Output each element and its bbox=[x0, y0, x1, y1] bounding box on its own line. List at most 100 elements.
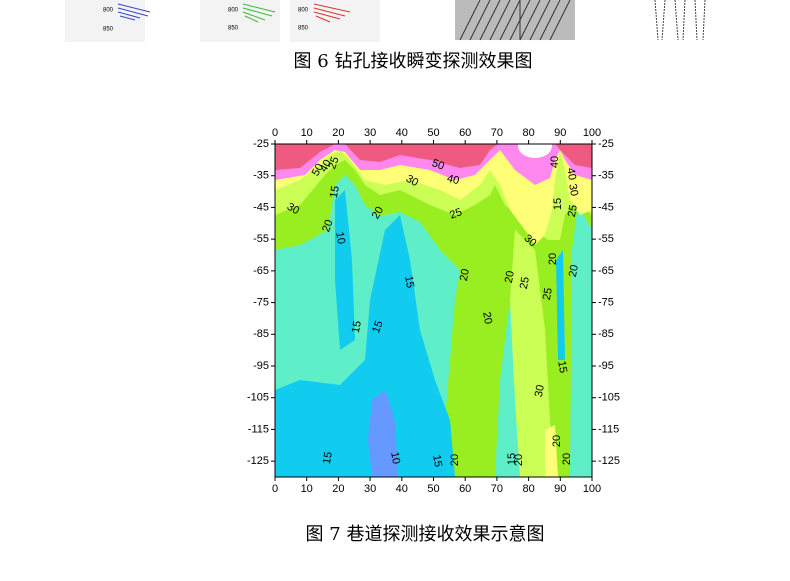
y-tick-label: -95 bbox=[253, 360, 269, 372]
contour-label: 25 bbox=[448, 206, 464, 221]
fill bbox=[510, 230, 555, 477]
contour-label: 15 bbox=[555, 360, 569, 374]
x-tick-label: 0 bbox=[272, 483, 278, 495]
x-tick-label: 90 bbox=[554, 127, 566, 139]
contour-label: 15 bbox=[321, 451, 335, 465]
x-tick-label: 30 bbox=[364, 127, 376, 139]
contour-label: 15 bbox=[506, 453, 518, 465]
fill bbox=[578, 225, 592, 477]
x-tick-label: 100 bbox=[583, 127, 601, 139]
contour-label: 40 bbox=[446, 173, 461, 188]
y-tick-label: -105 bbox=[598, 392, 620, 404]
contour-label: 20 bbox=[551, 435, 563, 447]
x-tick-label: 50 bbox=[427, 483, 439, 495]
y-tick-label: -25 bbox=[598, 138, 614, 150]
caption: 图 7 巷道探测接收效果示意图 bbox=[306, 524, 545, 545]
x-tick-label: 0 bbox=[272, 127, 278, 139]
x-tick-label: 10 bbox=[301, 127, 313, 139]
y-tick-label: -85 bbox=[598, 328, 614, 340]
axis-label: 850 bbox=[228, 26, 239, 32]
fill bbox=[556, 250, 565, 360]
contour-label: 20 bbox=[370, 205, 387, 222]
contour-label: 30 bbox=[566, 183, 580, 197]
x-tick-label: 60 bbox=[459, 483, 471, 495]
x-tick-label: 80 bbox=[522, 483, 534, 495]
fill bbox=[335, 190, 355, 350]
y-tick-label: -55 bbox=[253, 233, 269, 245]
contour-label: 15 bbox=[370, 319, 385, 335]
x-tick-label: 100 bbox=[583, 483, 601, 495]
fill bbox=[555, 144, 592, 168]
contour-label: 20 bbox=[567, 264, 581, 278]
contour-label: 20 bbox=[503, 270, 517, 284]
axis-label: 800 bbox=[228, 8, 239, 14]
chart-layer: 0010102020303040405050606070708080909010… bbox=[247, 127, 620, 495]
y-tick-label: -55 bbox=[598, 233, 614, 245]
contour-label: 40 bbox=[318, 158, 335, 175]
y-tick-label: -45 bbox=[253, 201, 269, 213]
y-tick-label: -35 bbox=[253, 170, 269, 182]
y-tick-label: -105 bbox=[247, 392, 269, 404]
contour-label: 30 bbox=[404, 173, 421, 190]
contour-label: 40 bbox=[549, 156, 561, 168]
contour-label: 30 bbox=[285, 201, 302, 218]
contour-label: 20 bbox=[513, 454, 525, 466]
hatch bbox=[459, 0, 571, 41]
x-tick-label: 70 bbox=[491, 127, 503, 139]
x-tick-label: 30 bbox=[364, 483, 376, 495]
x-tick-label: 80 bbox=[522, 127, 534, 139]
y-tick-label: -35 bbox=[598, 170, 614, 182]
y-tick-label: -65 bbox=[598, 265, 614, 277]
contour-label: 30 bbox=[533, 384, 547, 398]
y-tick-label: -125 bbox=[598, 455, 620, 467]
caption: 图 6 钻孔接收瞬变探测效果图 bbox=[294, 51, 533, 72]
axis-label: 800 bbox=[298, 8, 309, 14]
contour-label: 10 bbox=[333, 231, 347, 245]
contour-label: 10 bbox=[388, 451, 402, 465]
contour-label: 25 bbox=[518, 276, 532, 290]
contour-label: 50 bbox=[430, 157, 446, 172]
contour-label: 15 bbox=[350, 320, 364, 334]
contour-label: 25 bbox=[326, 155, 341, 171]
axis-label: 850 bbox=[103, 27, 114, 33]
fill bbox=[275, 144, 592, 185]
x-tick-label: 20 bbox=[332, 483, 344, 495]
contour-label: 20 bbox=[480, 311, 494, 325]
fill bbox=[545, 425, 558, 477]
x-tick-label: 20 bbox=[332, 127, 344, 139]
y-tick-label: -115 bbox=[598, 423, 619, 435]
y-tick-label: -95 bbox=[598, 360, 614, 372]
y-tick-label: -75 bbox=[253, 296, 269, 308]
contour-label: 20 bbox=[561, 453, 573, 465]
x-tick-label: 10 bbox=[301, 483, 313, 495]
contour-label: 15 bbox=[430, 454, 444, 468]
figure6-strip: 800 850 800 850 800 850 bbox=[65, 0, 706, 42]
axis-label: 800 bbox=[103, 8, 114, 14]
contour-label: 20 bbox=[449, 454, 461, 466]
panel bbox=[290, 0, 380, 42]
x-tick-label: 70 bbox=[491, 483, 503, 495]
y-tick-label: -75 bbox=[598, 296, 614, 308]
fill bbox=[275, 215, 455, 477]
x-tick-label: 60 bbox=[459, 127, 471, 139]
sketch bbox=[117, 3, 151, 21]
contour-label: 15 bbox=[328, 185, 342, 199]
fill bbox=[275, 144, 498, 170]
contour-label: 15 bbox=[402, 275, 416, 289]
contour-label: 25 bbox=[566, 204, 580, 218]
fill bbox=[518, 144, 552, 158]
contour-label: 50 bbox=[310, 162, 327, 179]
y-tick-label: -45 bbox=[598, 201, 614, 213]
contour-fills bbox=[275, 144, 592, 477]
traces bbox=[654, 0, 706, 41]
axis-label: 850 bbox=[298, 26, 309, 32]
y-tick-label: -65 bbox=[253, 265, 269, 277]
contour-label: 15 bbox=[552, 198, 564, 210]
y-tick-label: -115 bbox=[248, 423, 269, 435]
panel bbox=[65, 0, 145, 42]
contour-label: 25 bbox=[541, 287, 555, 301]
y-tick-label: -25 bbox=[253, 138, 269, 150]
contour-label: 40 bbox=[564, 167, 578, 181]
contour-label: 20 bbox=[458, 268, 472, 282]
